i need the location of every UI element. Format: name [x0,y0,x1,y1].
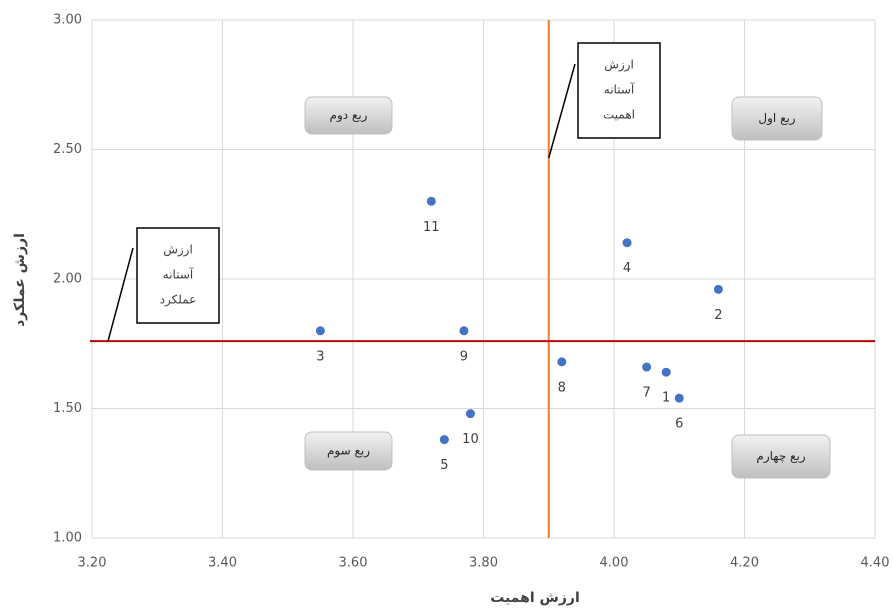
x-axis-title: ارزش اهمیت [490,590,580,606]
callout-text: ارزش [163,243,193,258]
quadrant-box [731,434,831,479]
point [439,435,449,445]
point [315,326,325,336]
x-tick-label: 3.40 [208,556,237,571]
point-label: 7 [642,386,650,401]
point [426,196,436,206]
quadrant-box [731,96,823,141]
point-label: 5 [440,458,448,473]
point-label: 2 [714,308,722,323]
point-label: 6 [675,417,683,432]
quadrant-label: ربع اول [758,111,795,126]
point-label: 10 [462,432,479,447]
callout-text: آستانه [604,82,635,97]
point [557,357,567,367]
y-tick-label: 3.00 [53,13,82,28]
y-axis-title: ارزش عملکرد [12,233,28,327]
point-label: 1 [662,391,670,406]
point [713,284,723,294]
callout-text: اهمیت [603,108,635,122]
callout-text: آستانه [163,267,194,282]
point [661,367,671,377]
callout-text: ارزش [604,58,634,73]
y-tick-label: 2.00 [53,272,82,287]
x-tick-label: 4.00 [600,556,629,571]
quadrant-label: ربع دوم [330,108,368,123]
y-tick-label: 1.50 [53,401,82,416]
x-tick-label: 4.20 [730,556,759,571]
point [465,409,475,419]
x-tick-label: 3.80 [469,556,498,571]
callout-leader [548,63,576,159]
point-label: 8 [558,380,566,395]
point-label: 9 [460,349,468,364]
quadrant-box [304,96,393,135]
point [459,326,469,336]
callout-text: عملکرد [160,293,197,308]
x-tick-label: 4.40 [861,556,890,571]
quadrant-label: ربع چهارم [756,449,805,464]
callout-leader [107,247,134,342]
point-label: 4 [623,261,631,276]
point [642,362,652,372]
callout-box [577,42,661,139]
y-tick-label: 2.50 [53,142,82,157]
x-tick-label: 3.20 [78,556,107,571]
y-tick-label: 1.00 [53,531,82,546]
point-label: 11 [423,220,440,235]
quadrant-box [304,431,393,471]
callout-box [136,227,220,324]
point [622,238,632,248]
point-label: 3 [316,349,324,364]
x-tick-label: 3.60 [339,556,368,571]
quadrant-label: ربع سوم [327,444,370,459]
point [674,393,684,403]
